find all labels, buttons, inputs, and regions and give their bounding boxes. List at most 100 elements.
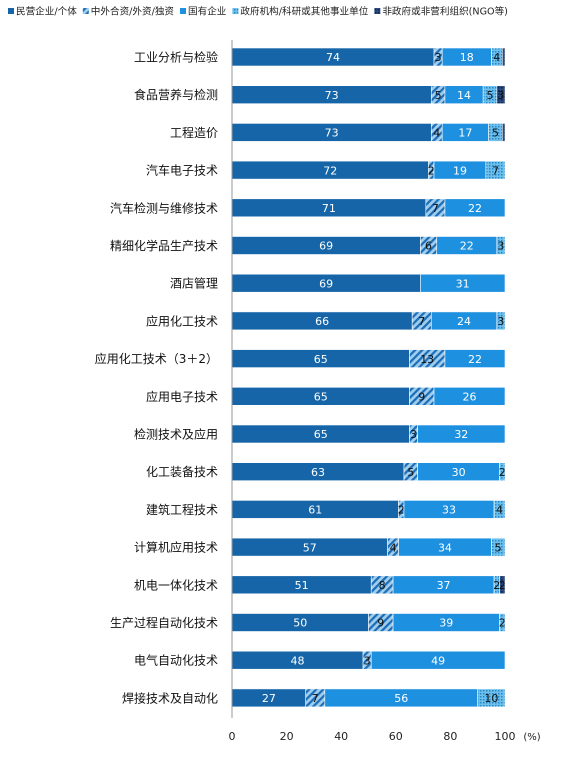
data-label: 37 — [437, 579, 451, 592]
data-label: 31 — [456, 277, 470, 290]
data-label: 8 — [379, 579, 386, 592]
data-label: 69 — [319, 240, 333, 253]
data-label: 5 — [492, 127, 499, 140]
data-label: 4 — [433, 127, 440, 140]
data-label: 2 — [499, 579, 506, 592]
data-label: 65 — [314, 353, 328, 366]
x-tick-label: 40 — [334, 730, 348, 743]
bar-segment — [370, 650, 506, 670]
data-label: 30 — [452, 466, 466, 479]
category-label: 化工装备技术 — [146, 465, 218, 479]
data-label: 3 — [497, 89, 504, 102]
category-label: 工程造价 — [170, 125, 218, 140]
data-label: 27 — [262, 692, 276, 705]
bar-row: 汽车电子技术 72 2 19 7 — [146, 160, 506, 180]
bar-row: 食品营养与检测 73 5 14 5 3 — [134, 85, 506, 104]
data-label: 34 — [438, 541, 452, 554]
data-label: 39 — [439, 617, 453, 630]
data-label: 7 — [418, 315, 425, 328]
category-label: 机电一体化技术 — [134, 578, 218, 592]
x-tick-label: 80 — [443, 730, 457, 743]
data-label: 6 — [425, 240, 432, 253]
bar-segment — [496, 236, 506, 255]
bar-segment — [499, 613, 506, 632]
category-label: 应用电子技术 — [146, 389, 218, 404]
data-label: 3 — [364, 654, 371, 667]
bar-row: 应用化工技术 66 7 24 3 — [146, 311, 506, 331]
data-label: 2 — [428, 164, 435, 177]
data-label: 4 — [493, 51, 500, 64]
bar-segment — [501, 47, 506, 67]
data-label: 50 — [293, 617, 307, 630]
legend-item: 非政府或非营利组织(NGO等) — [374, 6, 508, 18]
category-label: 建筑工程技术 — [146, 502, 218, 517]
data-label: 65 — [314, 428, 328, 441]
bar-row: 应用电子技术 65 9 26 — [146, 386, 506, 406]
legend-swatch — [82, 8, 89, 14]
legend-swatch — [232, 8, 239, 14]
legend-label: 非政府或非营利组织(NGO等) — [382, 6, 508, 18]
data-label: 4 — [390, 541, 397, 554]
data-label: 3 — [410, 428, 417, 441]
bar-segment — [499, 462, 506, 482]
category-label: 精细化学品生产技术 — [110, 238, 218, 253]
data-label: 22 — [468, 353, 482, 366]
legend-swatch — [180, 8, 187, 14]
category-label: 食品营养与检测 — [134, 87, 218, 102]
data-label: 33 — [442, 504, 456, 517]
bar-segment — [444, 349, 506, 368]
data-label: 9 — [418, 391, 425, 404]
legend-label: 国有企业 — [188, 6, 227, 18]
bar-row: 工程造价 73 4 17 5 — [170, 123, 506, 142]
bar-segment — [499, 575, 506, 595]
data-label: 66 — [315, 315, 329, 328]
data-label: 74 — [326, 51, 340, 64]
legend: 民营企业/个体 中外合资/外资/独资 国有企业 政府机构/科研或其他事业单位 非政府或非… — [8, 6, 508, 18]
bar-row: 检测技术及应用 65 3 32 — [134, 424, 506, 444]
category-label: 生产过程自动化技术 — [110, 615, 218, 630]
x-unit-label: (%) — [523, 732, 540, 743]
data-label: 3 — [435, 51, 442, 64]
data-label: 18 — [460, 51, 474, 64]
bar-segment — [491, 537, 506, 557]
data-label: 32 — [454, 428, 468, 441]
data-label: 7 — [492, 164, 499, 177]
data-label: 3 — [497, 240, 504, 253]
data-label: 57 — [303, 541, 317, 554]
data-label: 3 — [497, 315, 504, 328]
category-label: 检测技术及应用 — [134, 427, 218, 442]
data-label: 4 — [496, 504, 503, 517]
legend-label: 民营企业/个体 — [16, 6, 77, 18]
data-label: 61 — [308, 504, 322, 517]
legend-item: 政府机构/科研或其他事业单位 — [232, 6, 369, 18]
bar-segment — [433, 386, 506, 406]
bar-row: 机电一体化技术 51 8 37 22 — [134, 575, 506, 595]
bar-segment — [417, 424, 506, 444]
data-label: 24 — [457, 315, 471, 328]
x-axis: 0 20 40 60 80 100 (%) — [229, 40, 541, 743]
data-label: 2 — [499, 466, 506, 479]
data-label: 48 — [291, 654, 305, 667]
bar-row: 计算机应用技术 57 4 34 5 — [134, 537, 506, 557]
category-label: 汽车电子技术 — [146, 163, 218, 178]
data-label: 51 — [295, 579, 309, 592]
bar-segment — [444, 198, 506, 218]
data-label: 73 — [325, 89, 339, 102]
data-label: 19 — [453, 164, 467, 177]
data-label: 9 — [377, 617, 384, 630]
data-label: 22 — [460, 240, 474, 253]
x-tick-label: 100 — [495, 730, 516, 743]
data-label: 2 — [499, 617, 506, 630]
bar-segment — [485, 160, 506, 180]
category-label: 电气自动化技术 — [134, 653, 218, 668]
data-label: 17 — [458, 127, 472, 140]
legend-item: 民营企业/个体 — [8, 6, 77, 18]
data-label: 65 — [314, 391, 328, 404]
data-label: 5 — [435, 89, 442, 102]
data-label: 5 — [495, 541, 502, 554]
data-label: 13 — [420, 353, 434, 366]
data-label: 2 — [398, 504, 405, 517]
